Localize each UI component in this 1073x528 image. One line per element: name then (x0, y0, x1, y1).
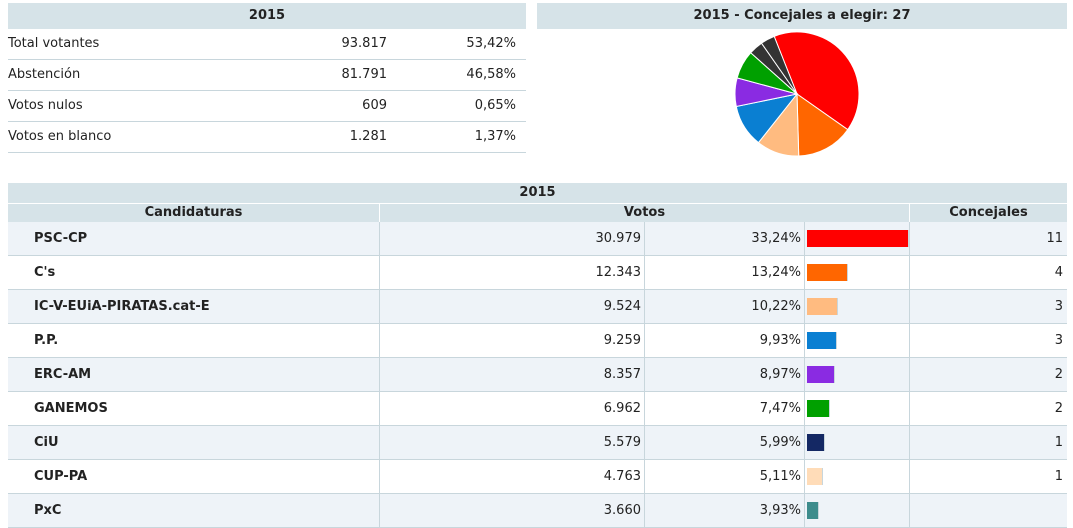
summary-percent: 0,65% (474, 98, 516, 113)
party-votes: 5.579 (380, 426, 645, 459)
party-rows: PSC-CP 30.979 33,24% 11 C's 12.343 13,24% 4 IC-V… (8, 222, 1067, 528)
party-bar-cell (805, 460, 910, 493)
party-votes: 8.357 (380, 358, 645, 391)
party-vote-bar (807, 332, 837, 349)
party-row: P.P. 9.259 9,93% 3 (8, 324, 1067, 358)
party-vote-bar (807, 502, 819, 519)
pie-title: 2015 - Concejales a elegir: 27 (537, 3, 1067, 29)
party-percent: 5,99% (645, 426, 805, 459)
party-row: IC-V-EUiA-PIRATAS.cat-E 9.524 10,22% 3 (8, 290, 1067, 324)
pie-slice (760, 35, 798, 95)
party-percent: 5,11% (645, 460, 805, 493)
party-votes: 9.259 (380, 324, 645, 357)
pie-slice (773, 31, 860, 131)
party-percent: 13,24% (645, 256, 805, 289)
party-bar-cell (805, 392, 910, 425)
party-name: GANEMOS (8, 392, 380, 425)
party-name: P.P. (8, 324, 380, 357)
party-vote-bar (807, 264, 848, 281)
party-row: PSC-CP 30.979 33,24% 11 (8, 222, 1067, 256)
results-table: 2015 Candidaturas Votos Concejales PSC-C… (8, 183, 1067, 528)
party-seats: 3 (1054, 333, 1063, 348)
summary-row: Votos nulos 609 0,65% (8, 91, 526, 122)
summary-value: 1.281 (349, 129, 387, 144)
party-votes: 30.979 (380, 222, 645, 255)
party-seats: 1 (1054, 435, 1063, 450)
party-percent: 7,47% (645, 392, 805, 425)
party-votes: 4.763 (380, 460, 645, 493)
party-votes: 9.524 (380, 290, 645, 323)
party-name: CUP-PA (8, 460, 380, 493)
party-name: IC-V-EUiA-PIRATAS.cat-E (8, 290, 380, 323)
party-row: CUP-PA 4.763 5,11% 1 (8, 460, 1067, 494)
summary-title: 2015 (8, 3, 526, 29)
party-bar-cell (805, 358, 910, 391)
party-vote-bar (807, 230, 909, 247)
party-name: C's (8, 256, 380, 289)
votes-column-header: Votos (380, 204, 910, 222)
party-row: C's 12.343 13,24% 4 (8, 256, 1067, 290)
summary-percent: 1,37% (474, 129, 516, 144)
summary-percent: 53,42% (466, 36, 516, 51)
party-votes: 12.343 (380, 256, 645, 289)
summary-row: Total votantes 93.817 53,42% (8, 29, 526, 60)
party-seats: 2 (1054, 367, 1063, 382)
party-row: ERC-AM 8.357 8,97% 2 (8, 358, 1067, 392)
party-vote-bar (807, 298, 838, 315)
party-percent: 8,97% (645, 358, 805, 391)
party-seats: 3 (1054, 299, 1063, 314)
summary-row: Abstención 81.791 46,58% (8, 60, 526, 91)
party-name: CiU (8, 426, 380, 459)
party-bar-cell (805, 494, 910, 527)
party-vote-bar (807, 434, 825, 451)
party-bar-cell (805, 324, 910, 357)
party-percent: 9,93% (645, 324, 805, 357)
party-bar-cell (805, 222, 910, 255)
party-vote-bar (807, 400, 830, 417)
party-vote-bar (807, 366, 835, 383)
party-bar-cell (805, 256, 910, 289)
party-bar-cell (805, 426, 910, 459)
party-percent: 33,24% (645, 222, 805, 255)
party-seats: 4 (1054, 265, 1063, 280)
party-column-header: Candidaturas (8, 204, 380, 222)
summary-rows: Total votantes 93.817 53,42% Abstención 81.7… (8, 29, 526, 153)
summary-label: Votos en blanco (8, 129, 112, 144)
party-seats: 2 (1054, 401, 1063, 416)
party-row: PxC 3.660 3,93% (8, 494, 1067, 528)
party-row: GANEMOS 6.962 7,47% 2 (8, 392, 1067, 426)
summary-label: Votos nulos (8, 98, 83, 113)
seats-column-header: Concejales (949, 205, 1028, 220)
summary-panel: 2015 Total votantes 93.817 53,42% Abstenció… (8, 3, 526, 153)
results-column-headers: Candidaturas Votos Concejales (8, 203, 1067, 222)
results-title: 2015 (8, 183, 1067, 203)
party-percent: 3,93% (645, 494, 805, 527)
party-votes: 6.962 (380, 392, 645, 425)
summary-percent: 46,58% (466, 67, 516, 82)
party-vote-bar (807, 468, 823, 485)
pie-slice (796, 93, 849, 157)
summary-label: Abstención (8, 67, 81, 82)
party-bar-cell (805, 290, 910, 323)
summary-row: Votos en blanco 1.281 1,37% (8, 122, 526, 153)
summary-value: 81.791 (341, 67, 388, 82)
seat-pie-chart (734, 31, 860, 157)
pie-panel: 2015 - Concejales a elegir: 27 (537, 3, 1067, 163)
party-name: PxC (8, 494, 380, 527)
summary-label: Total votantes (8, 36, 100, 51)
summary-value: 609 (362, 98, 387, 113)
summary-value: 93.817 (341, 36, 388, 51)
party-seats (910, 494, 1067, 527)
party-name: ERC-AM (8, 358, 380, 391)
party-row: CiU 5.579 5,99% 1 (8, 426, 1067, 460)
party-name: PSC-CP (8, 222, 380, 255)
party-seats: 1 (1054, 469, 1063, 484)
party-percent: 10,22% (645, 290, 805, 323)
party-votes: 3.660 (380, 494, 645, 527)
party-seats: 11 (1046, 231, 1063, 246)
